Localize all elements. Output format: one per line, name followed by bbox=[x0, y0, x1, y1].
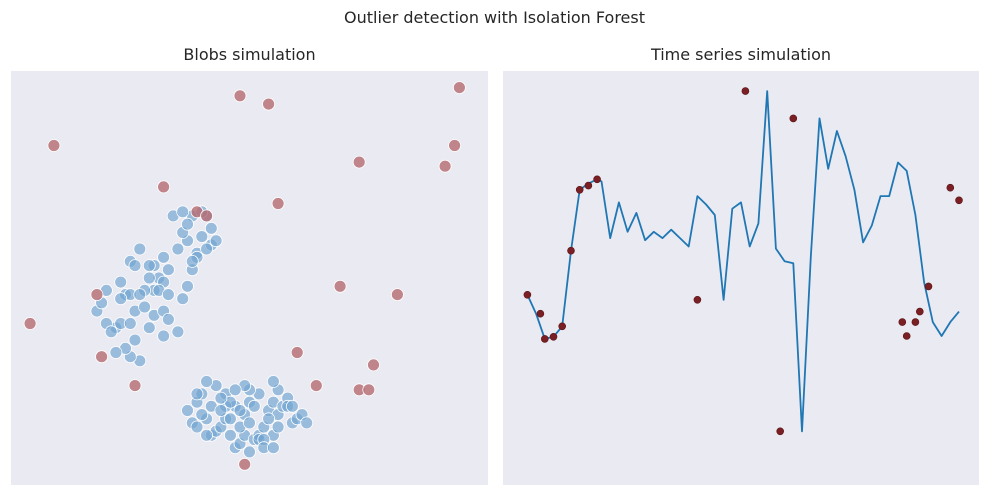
figure-suptitle: Outlier detection with Isolation Forest bbox=[343, 8, 645, 27]
anomaly-point bbox=[540, 335, 549, 343]
inlier-point bbox=[128, 259, 142, 273]
outlier-point bbox=[352, 155, 366, 169]
inlier-point bbox=[204, 221, 218, 235]
anomaly-point bbox=[946, 183, 955, 192]
signal-line bbox=[526, 90, 960, 433]
inlier-point bbox=[104, 325, 118, 339]
anomaly-point bbox=[789, 114, 798, 123]
inlier-point bbox=[243, 445, 256, 459]
inlier-point bbox=[181, 404, 194, 417]
inlier-point bbox=[133, 242, 147, 256]
anomaly-point bbox=[902, 332, 911, 340]
inlier-point bbox=[300, 416, 314, 430]
inlier-point bbox=[223, 428, 237, 442]
outlier-point bbox=[95, 350, 108, 364]
anomaly-point bbox=[741, 87, 750, 95]
inlier-point bbox=[243, 416, 256, 430]
anomaly-point bbox=[584, 181, 593, 190]
inlier-point bbox=[262, 412, 276, 426]
inlier-point bbox=[176, 205, 190, 219]
inlier-point bbox=[157, 329, 171, 343]
inlier-point bbox=[223, 412, 237, 426]
inlier-point bbox=[214, 404, 228, 417]
inlier-point bbox=[114, 292, 128, 306]
inlier-point bbox=[142, 271, 156, 285]
inlier-point bbox=[200, 428, 214, 442]
inlier-point bbox=[161, 288, 175, 302]
anomaly-point bbox=[558, 322, 567, 331]
inlier-point bbox=[214, 391, 228, 405]
inlier-point bbox=[266, 441, 280, 455]
anomaly-point bbox=[924, 282, 933, 291]
inlier-point bbox=[176, 292, 190, 306]
inlier-point bbox=[233, 404, 247, 417]
inlier-point bbox=[161, 312, 175, 326]
timeseries-plot-area bbox=[503, 71, 979, 485]
inlier-point bbox=[195, 230, 209, 244]
outlier-point bbox=[47, 139, 61, 152]
inlier-point bbox=[209, 234, 223, 248]
inlier-point bbox=[142, 321, 156, 335]
outlier-point bbox=[452, 81, 466, 95]
outlier-point bbox=[448, 139, 462, 152]
inlier-point bbox=[123, 317, 137, 330]
outlier-point bbox=[233, 89, 247, 103]
inlier-point bbox=[185, 254, 199, 268]
outlier-point bbox=[262, 97, 276, 111]
outlier-point bbox=[333, 279, 347, 293]
blobs-chart-title: Blobs simulation bbox=[183, 45, 316, 64]
anomaly-point bbox=[915, 307, 924, 316]
timeseries-line-svg bbox=[523, 87, 963, 436]
anomaly-point bbox=[911, 318, 920, 326]
inlier-point bbox=[157, 250, 171, 264]
anomaly-point bbox=[575, 186, 584, 194]
inlier-point bbox=[109, 346, 123, 359]
inlier-point bbox=[200, 242, 214, 256]
outlier-point bbox=[128, 379, 142, 393]
blobs-plot-area bbox=[11, 71, 488, 485]
outlier-point bbox=[271, 197, 285, 210]
outlier-point bbox=[238, 457, 252, 471]
outlier-point bbox=[90, 288, 104, 302]
inlier-point bbox=[200, 375, 214, 388]
anomaly-point bbox=[536, 309, 545, 318]
anomaly-point bbox=[776, 427, 785, 436]
outlier-point bbox=[438, 159, 452, 173]
inlier-point bbox=[171, 325, 185, 339]
inlier-point bbox=[133, 288, 147, 302]
anomaly-point bbox=[955, 196, 963, 205]
inlier-point bbox=[128, 333, 142, 347]
outlier-point bbox=[157, 180, 171, 194]
timeseries-chart-title: Time series simulation bbox=[650, 45, 832, 64]
anomaly-point bbox=[523, 291, 532, 299]
outlier-point bbox=[362, 383, 376, 397]
inlier-point bbox=[195, 408, 209, 422]
anomaly-point bbox=[593, 175, 601, 184]
anomaly-point bbox=[549, 332, 558, 341]
inlier-point bbox=[190, 420, 204, 434]
outlier-point bbox=[23, 317, 37, 330]
inlier-point bbox=[285, 399, 299, 413]
inlier-point bbox=[138, 300, 152, 314]
anomaly-point bbox=[567, 246, 575, 255]
outlier-point bbox=[309, 379, 323, 393]
inlier-point bbox=[181, 279, 194, 293]
inlier-point bbox=[142, 259, 156, 273]
outlier-point bbox=[290, 346, 304, 359]
anomaly-point bbox=[693, 296, 702, 304]
inlier-point bbox=[171, 242, 185, 256]
outlier-point bbox=[367, 358, 380, 372]
outlier-point bbox=[390, 288, 404, 302]
inlier-point bbox=[266, 375, 280, 388]
anomaly-point bbox=[898, 318, 907, 326]
inlier-point bbox=[271, 420, 285, 434]
outlier-point bbox=[200, 209, 214, 223]
inlier-point bbox=[161, 263, 175, 277]
inlier-point bbox=[247, 399, 261, 413]
inlier-point bbox=[181, 217, 194, 231]
blobs-scatter-svg bbox=[23, 81, 466, 471]
inlier-point bbox=[114, 275, 128, 289]
inlier-point bbox=[190, 387, 204, 401]
inlier-point bbox=[228, 383, 242, 397]
